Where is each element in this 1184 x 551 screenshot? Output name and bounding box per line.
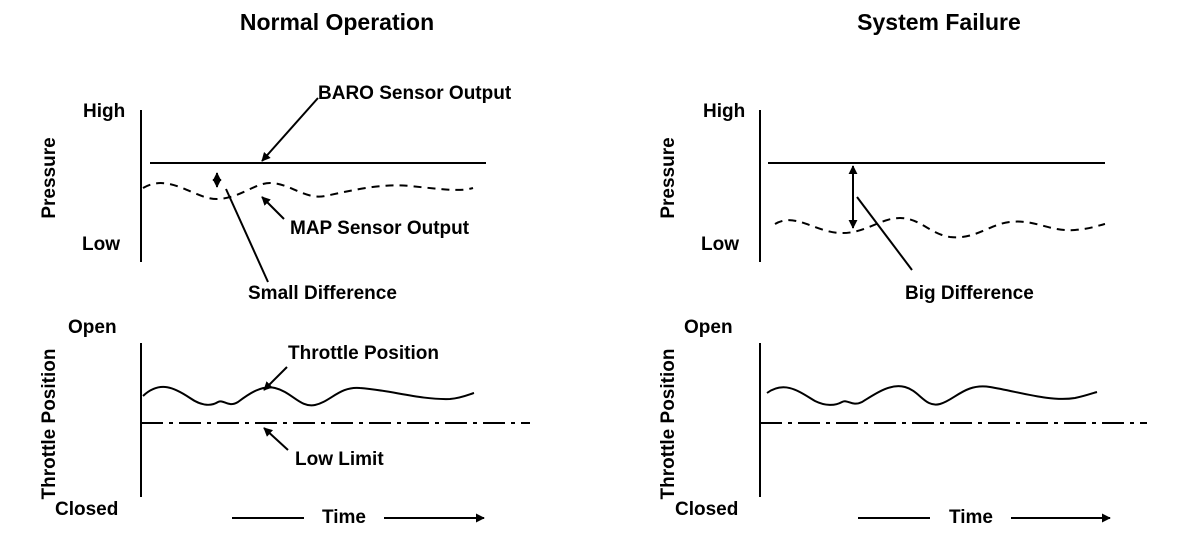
normal-throttle-open-label: Open <box>68 317 117 338</box>
system-failure-panel: System Failure High Low Pressure Big Dif… <box>658 9 1147 528</box>
normal-pressure-graph: High Low Pressure BARO Sensor Output MAP… <box>39 83 512 304</box>
failure-pressure-high-label: High <box>703 101 745 122</box>
normal-baro-label: BARO Sensor Output <box>318 83 512 104</box>
normal-low-limit-pointer <box>263 427 289 451</box>
normal-throttle-axis-title: Throttle Position <box>39 349 60 500</box>
normal-pressure-low-label: Low <box>82 234 120 255</box>
normal-low-limit-label: Low Limit <box>295 449 384 470</box>
normal-operation-panel: Normal Operation High Low Pressure BARO … <box>39 9 530 528</box>
normal-map-label: MAP Sensor Output <box>290 218 470 239</box>
failure-big-difference-pointer <box>856 196 913 271</box>
failure-throttle-graph: Open Closed Throttle Position <box>658 317 1147 520</box>
failure-big-difference-label: Big Difference <box>905 283 1034 304</box>
normal-pressure-axis-title: Pressure <box>39 137 60 218</box>
normal-map-pointer <box>261 196 285 220</box>
normal-throttle-line <box>142 385 475 407</box>
normal-throttle-closed-label: Closed <box>55 499 118 520</box>
normal-throttle-graph: Open Closed Throttle Position Throttle P… <box>39 317 530 520</box>
normal-small-difference-pointer <box>225 188 269 283</box>
failure-pressure-graph: High Low Pressure Big Difference <box>658 101 1106 304</box>
normal-map-line <box>142 181 474 201</box>
failure-throttle-line <box>766 385 1098 406</box>
failure-pressure-axis-title: Pressure <box>658 137 679 218</box>
failure-title: System Failure <box>857 9 1021 35</box>
normal-pressure-high-label: High <box>83 101 125 122</box>
normal-baro-pointer <box>261 97 319 162</box>
failure-map-line <box>774 216 1106 239</box>
normal-time-label: Time <box>322 507 366 528</box>
failure-throttle-open-label: Open <box>684 317 733 338</box>
normal-throttle-position-label: Throttle Position <box>288 343 439 364</box>
normal-title: Normal Operation <box>240 9 434 35</box>
failure-throttle-axis-title: Throttle Position <box>658 349 679 500</box>
normal-throttle-pointer <box>263 366 288 391</box>
failure-throttle-closed-label: Closed <box>675 499 738 520</box>
normal-small-difference-label: Small Difference <box>248 283 397 304</box>
failure-pressure-low-label: Low <box>701 234 739 255</box>
failure-time-axis: Time <box>858 507 1111 528</box>
normal-time-axis: Time <box>232 507 485 528</box>
failure-time-label: Time <box>949 507 993 528</box>
